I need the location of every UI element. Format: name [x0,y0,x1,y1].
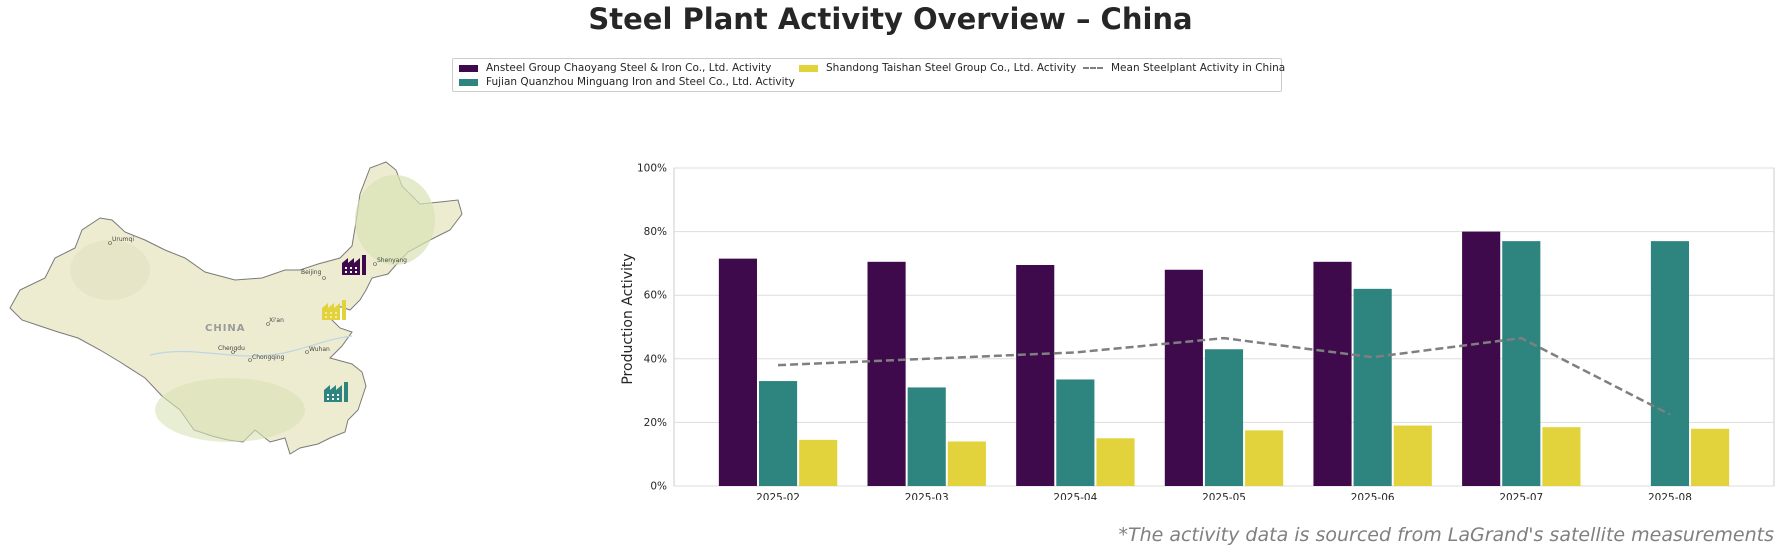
mean-activity-line [778,336,1671,416]
bar-series-1 [1056,379,1095,486]
bar-series-0 [718,258,757,486]
bar-series-1 [907,387,946,486]
x-tick-label: 2025-03 [905,492,949,500]
city-wuhan: Wuhan [309,346,330,353]
legend: Ansteel Group Chaoyang Steel & Iron Co.,… [452,58,1285,92]
legend-item-minguang: Fujian Quanzhou Minguang Iron and Steel … [459,76,795,88]
chart-panel: 0% 20% 40% 60% 80% 100% 2025-02 2025-03 2025-04 2… [600,150,1781,504]
map-terrain-shade-west [70,240,150,300]
legend-item-taishan: Shandong Taishan Steel Group Co., Ltd. A… [799,62,1076,74]
bar-series-0 [1016,264,1055,486]
y-tick-label: 0% [650,481,667,493]
city-chengdu: Chengdu [218,345,245,352]
city-shenyang: Shenyang [377,257,407,264]
bar-series-1 [1650,241,1690,486]
legend-label-ansteel: Ansteel Group Chaoyang Steel & Iron Co.,… [486,62,772,74]
ansteel-plant-icon [342,255,366,275]
y-axis-label: Production Activity [620,253,636,384]
legend-swatch-minguang [459,78,478,86]
map-city-labels: Urumqi Beijing Shenyang Xi'an Chengdu Ch… [108,236,407,362]
y-tick-label: 40% [644,353,667,365]
china-map-panel: Urumqi Beijing Shenyang Xi'an Chengdu Ch… [0,160,470,500]
x-tick-label: 2025-06 [1351,492,1395,500]
chart-title: Steel Plant Activity Overview – China [588,2,1193,36]
legend-item-mean: Mean Steelplant Activity in China [1083,62,1285,74]
legend-swatch-ansteel [459,64,478,72]
legend-dash-mean [1083,67,1103,69]
legend-label-minguang: Fujian Quanzhou Minguang Iron and Steel … [486,76,795,88]
china-map: Urumqi Beijing Shenyang Xi'an Chengdu Ch… [9,161,463,455]
city-beijing: Beijing [301,269,322,276]
bar-series-2 [799,439,838,486]
city-urumqi: Urumqi [112,236,134,243]
bar-series-1 [1502,241,1541,486]
bar-series-0 [1164,269,1203,486]
legend-label-taishan: Shandong Taishan Steel Group Co., Ltd. A… [826,62,1077,74]
x-tick-label: 2025-04 [1053,492,1097,500]
y-tick-label: 80% [644,226,667,238]
taishan-plant-icon [322,300,346,320]
map-country-label: CHINA [205,323,246,334]
legend-label-mean: Mean Steelplant Activity in China [1111,62,1286,74]
bar-series-2 [1542,427,1581,486]
bar-chart: 0% 20% 40% 60% 80% 100% 2025-02 2025-03 2025-04 2… [620,163,1775,504]
bar-series-2 [1691,428,1730,486]
x-tick-label: 2025-05 [1202,492,1246,500]
bar-series-1 [1204,349,1244,486]
y-tick-label: 20% [644,417,667,429]
bar-series-2 [947,441,986,486]
map-terrain-shade-north [355,175,435,265]
city-xian: Xi'an [269,317,284,324]
y-tick-label: 60% [644,290,667,302]
x-tick-label: 2025-02 [756,492,800,500]
x-tick-label: 2025-07 [1499,492,1543,500]
legend-item-ansteel: Ansteel Group Chaoyang Steel & Iron Co.,… [459,62,771,74]
bar-series-2 [1096,438,1135,486]
bar-series-2 [1245,430,1284,486]
bar-series-0 [867,261,906,486]
bar-series-0 [1313,261,1352,486]
y-tick-label: 100% [637,163,667,175]
city-chongqing: Chongqing [252,354,285,361]
footnote: *The activity data is sourced from LaGra… [1118,524,1774,546]
bar-series-0 [1462,231,1501,486]
minguang-plant-icon [324,382,348,402]
bar-series-1 [1353,288,1392,486]
legend-swatch-taishan [799,64,818,72]
map-river [149,335,353,357]
map-terrain-shade-south [155,378,305,442]
bar-series-2 [1393,425,1432,486]
x-tick-label: 2025-08 [1648,492,1692,500]
bar-series-1 [758,381,798,486]
